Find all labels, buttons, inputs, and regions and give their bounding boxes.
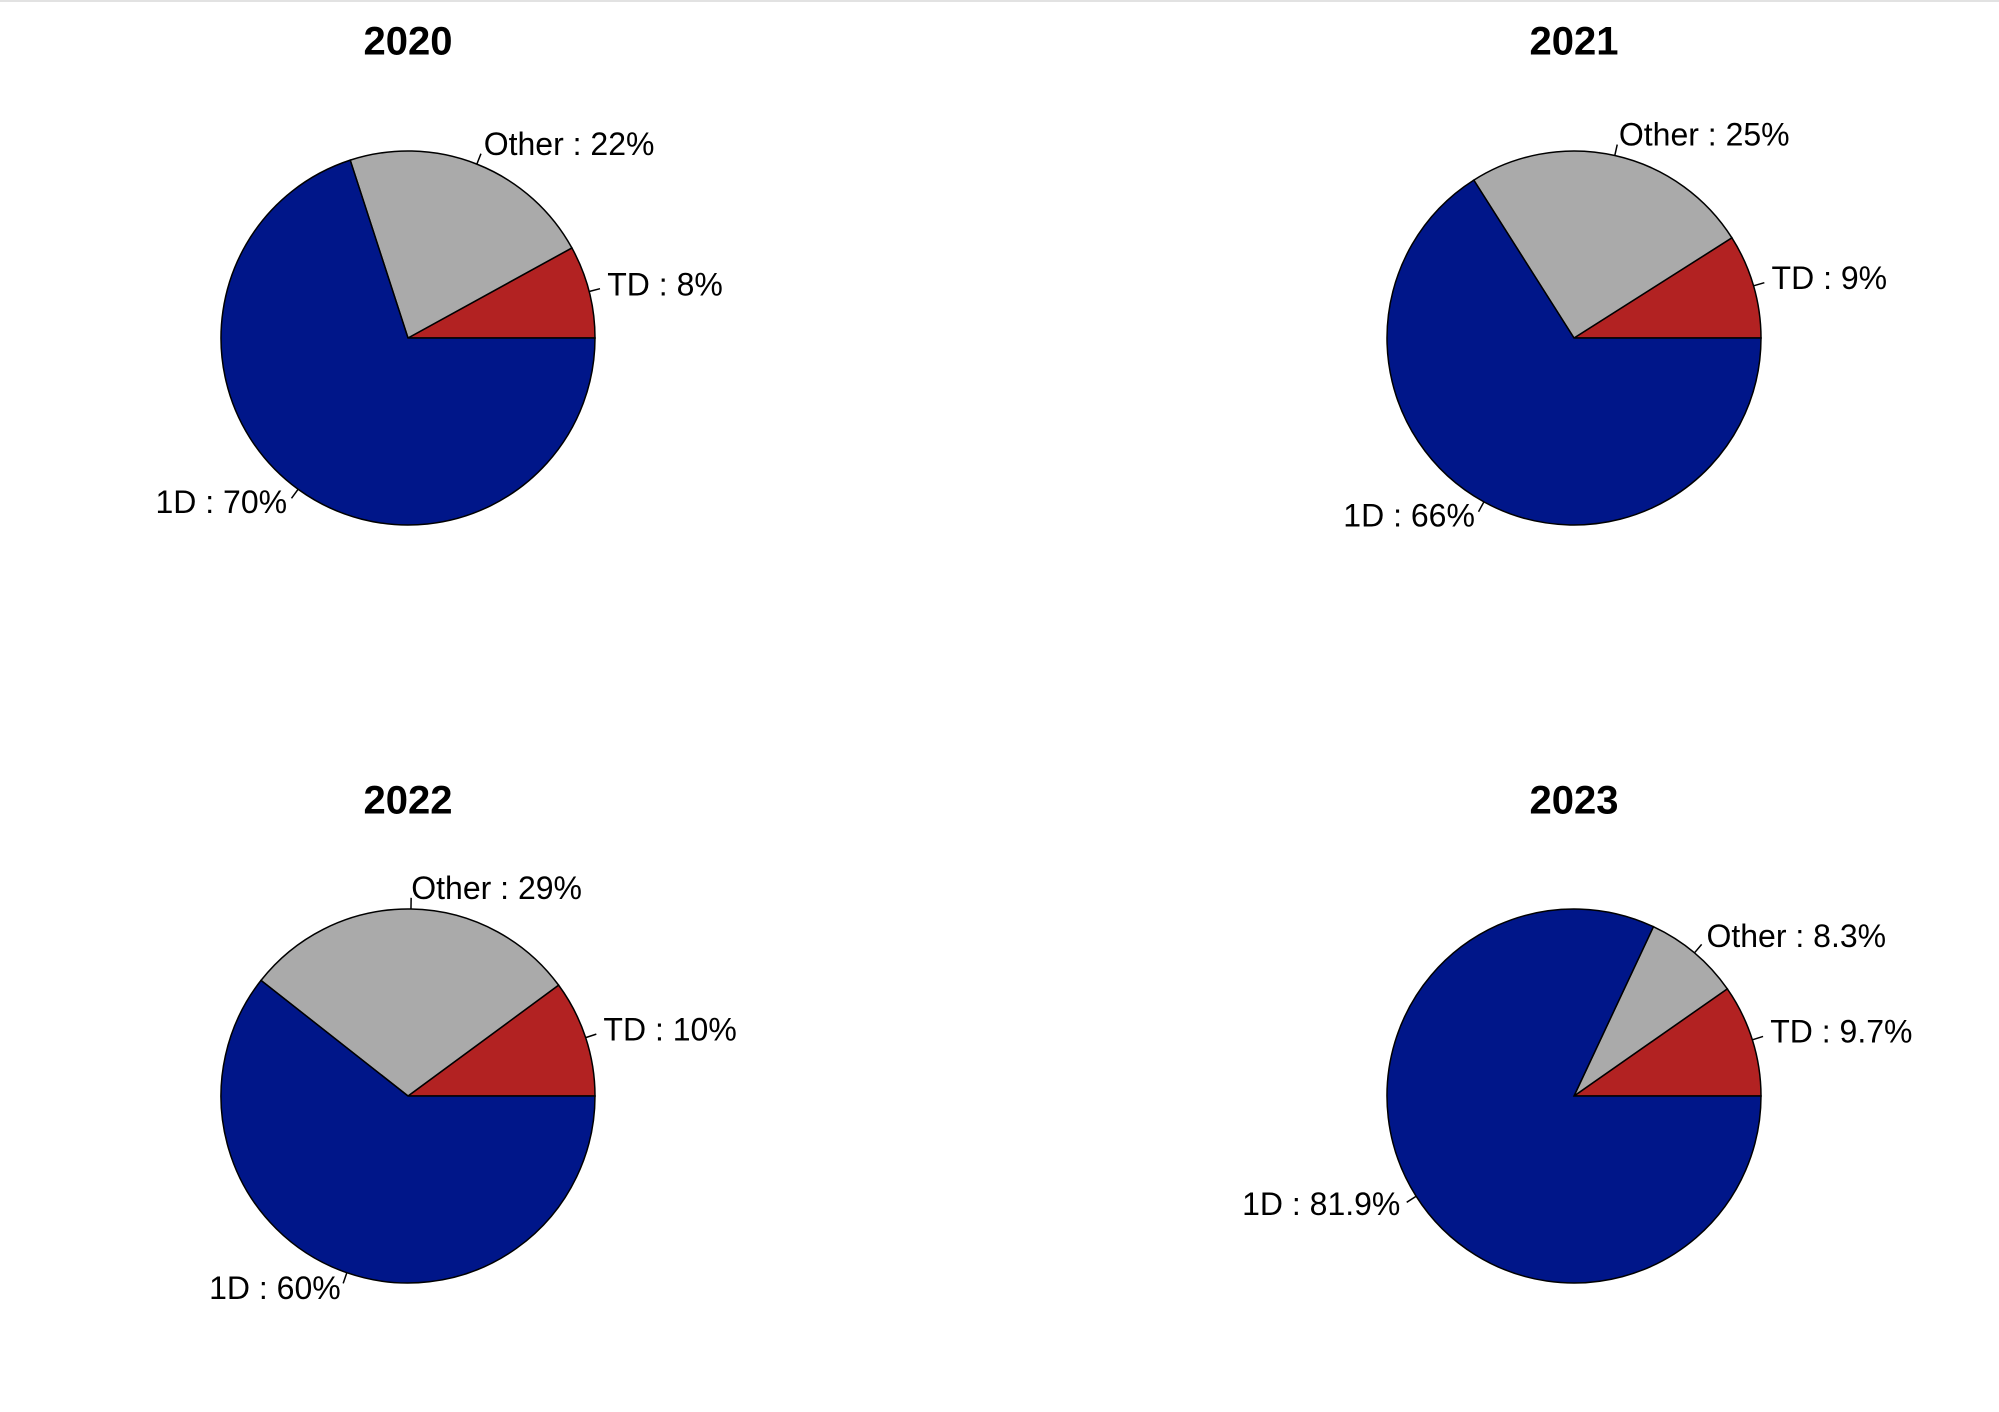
chart-title: 2023 (1530, 779, 1619, 823)
slice-label-1d: 1D : 66% (1343, 498, 1475, 534)
slice-label-tick (342, 1272, 348, 1284)
pie-slice-td (1571, 987, 1762, 1097)
slice-label-tick (1477, 501, 1485, 513)
pie-slice-1d (220, 979, 596, 1284)
slice-label-other: Other : 29% (411, 870, 582, 906)
pie-chart-2020: 2020 TD : 8% Other : 22% 1D : 70% (155, 20, 723, 526)
slice-label-td: TD : 9.7% (1770, 1014, 1912, 1050)
chart-title: 2021 (1530, 20, 1619, 64)
slice-label-other: Other : 22% (484, 126, 655, 162)
pie-chart-2023: 2023 TD : 9.7% Other : 8.3% 1D : 81.9% (1242, 779, 1912, 1284)
pie-chart-2022: 2022 TD : 10% Other : 29% 1D : 60% (209, 779, 737, 1306)
chart-title: 2022 (364, 779, 453, 823)
pie-slice-other (1572, 925, 1729, 1099)
slice-label-tick (585, 1033, 597, 1039)
slice-label-td: TD : 9% (1772, 260, 1888, 296)
slice-label-td: TD : 10% (603, 1011, 736, 1047)
slice-label-1d: 1D : 81.9% (1242, 1186, 1400, 1222)
top-border (0, 0, 1999, 2)
slice-label-tick (1752, 1035, 1764, 1041)
chart-title: 2020 (364, 20, 453, 64)
slice-label-td: TD : 8% (607, 266, 723, 302)
pie-slice-1d (220, 159, 596, 526)
slice-label-1d: 1D : 60% (209, 1270, 341, 1306)
slice-label-tick (476, 153, 482, 165)
slice-label-1d: 1D : 70% (155, 484, 287, 520)
pie-slice-1d (1386, 908, 1762, 1284)
pie-slice-other (259, 908, 560, 1097)
slice-label-tick (1406, 1195, 1417, 1203)
slice-label-tick (1693, 943, 1703, 954)
pie-slice-td (407, 246, 596, 339)
pie-slice-td (405, 984, 596, 1097)
slice-label-tick (1753, 281, 1765, 287)
pie-chart-2021: 2021 TD : 9% Other : 25% 1D : 66% (1343, 20, 1887, 534)
slice-label-tick (1614, 144, 1618, 156)
slice-label-other: Other : 25% (1619, 117, 1790, 153)
pie-slice-1d (1386, 179, 1762, 526)
slice-label-tick (588, 287, 601, 293)
slice-label-other: Other : 8.3% (1706, 918, 1886, 954)
slice-label-tick (290, 488, 299, 499)
pie-slice-other (349, 150, 573, 340)
